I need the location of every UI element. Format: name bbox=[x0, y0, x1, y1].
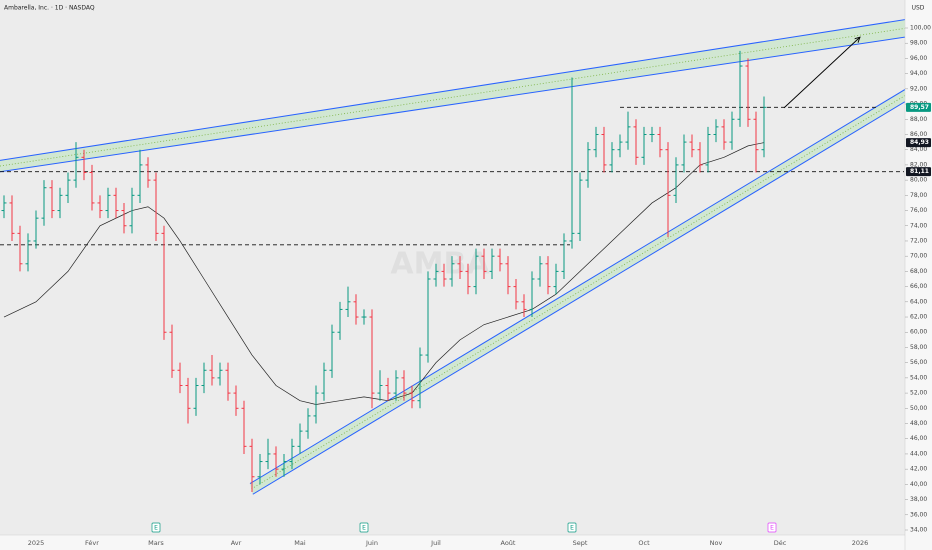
x-tick-label: Juil bbox=[430, 539, 441, 547]
x-tick-label: Août bbox=[501, 539, 516, 547]
y-tick-label: 76,00 bbox=[910, 207, 927, 214]
x-tick-label: 2025 bbox=[28, 539, 45, 547]
channel-fill bbox=[250, 89, 905, 495]
y-tick-label: 42,00 bbox=[910, 466, 927, 473]
y-tick-label: 56,00 bbox=[910, 359, 927, 366]
y-tick-label: 88,00 bbox=[910, 116, 927, 123]
y-tick-label: 50,00 bbox=[910, 405, 927, 412]
plot-area bbox=[0, 19, 905, 495]
x-tick-label: Mai bbox=[294, 539, 306, 547]
event-marker bbox=[567, 522, 577, 533]
price-label-box bbox=[906, 167, 931, 177]
y-tick-label: 86,00 bbox=[910, 131, 927, 138]
channel-fill bbox=[0, 19, 905, 172]
y-tick-label: 98,00 bbox=[910, 40, 927, 47]
y-tick-label: 80,00 bbox=[910, 177, 927, 184]
y-tick-label: 74,00 bbox=[910, 222, 927, 229]
event-label: E bbox=[770, 525, 774, 532]
y-tick-label: 38,00 bbox=[910, 496, 927, 503]
channel-line bbox=[252, 101, 905, 495]
y-tick-label: 46,00 bbox=[910, 435, 927, 442]
moving-average bbox=[3, 142, 765, 405]
y-tick-label: 54,00 bbox=[910, 374, 927, 381]
x-tick-label: 2026 bbox=[852, 539, 869, 547]
y-tick-label: 78,00 bbox=[910, 192, 927, 199]
event-marker bbox=[151, 522, 161, 533]
y-tick-label: 82,00 bbox=[910, 161, 927, 168]
x-tick-label: Avr bbox=[231, 539, 242, 547]
y-tick-label: 72,00 bbox=[910, 237, 927, 244]
event-marker bbox=[359, 522, 369, 533]
x-tick-label: Févr bbox=[85, 539, 99, 547]
x-tick-label: Déc bbox=[774, 539, 787, 547]
channel-line bbox=[0, 19, 905, 161]
x-tick-label: Oct bbox=[638, 539, 650, 547]
channel-center bbox=[251, 95, 905, 490]
channel-center bbox=[0, 27, 905, 167]
y-tick-label: 36,00 bbox=[910, 511, 927, 518]
y-tick-label: 100,00 bbox=[910, 25, 931, 32]
y-tick-label: 34,00 bbox=[910, 527, 927, 534]
y-tick-label: 96,00 bbox=[910, 55, 927, 62]
channel-line bbox=[0, 36, 905, 173]
price-label: 84,93 bbox=[910, 139, 929, 146]
x-tick-label: Mars bbox=[148, 539, 164, 547]
y-tick-label: 58,00 bbox=[910, 344, 927, 351]
time-axis-background bbox=[0, 535, 905, 550]
y-tick-label: 94,00 bbox=[910, 70, 927, 77]
channel-line bbox=[249, 89, 905, 485]
x-tick-label: Sept bbox=[573, 539, 588, 547]
watermark: AMBA bbox=[390, 247, 490, 282]
y-tick-label: 64,00 bbox=[910, 298, 927, 305]
y-tick-label: 48,00 bbox=[910, 420, 927, 427]
currency: USD bbox=[912, 5, 925, 12]
y-tick-label: 60,00 bbox=[910, 329, 927, 336]
price-label: 81,11 bbox=[910, 168, 929, 175]
event-label: E bbox=[154, 525, 158, 532]
y-tick-label: 52,00 bbox=[910, 390, 927, 397]
price-label-box bbox=[906, 138, 931, 148]
chart-title: Ambarella, Inc. · 1D · NASDAQ bbox=[4, 5, 95, 12]
event-marker bbox=[767, 522, 777, 533]
y-tick-label: 68,00 bbox=[910, 268, 927, 275]
event-label: E bbox=[570, 525, 574, 532]
y-tick-label: 92,00 bbox=[910, 85, 927, 92]
arrow bbox=[783, 37, 860, 109]
x-tick-label: Nov bbox=[710, 539, 723, 547]
y-tick-label: 70,00 bbox=[910, 253, 927, 260]
x-tick-label: Juin bbox=[365, 539, 378, 547]
y-tick-label: 62,00 bbox=[910, 314, 927, 321]
y-tick-label: 44,00 bbox=[910, 450, 927, 457]
price-axis-background bbox=[905, 0, 932, 550]
price-label: 89,57 bbox=[910, 104, 929, 111]
y-tick-label: 84,00 bbox=[910, 146, 927, 153]
price-label-box bbox=[906, 102, 931, 112]
event-label: E bbox=[362, 525, 366, 532]
y-tick-label: 40,00 bbox=[910, 481, 927, 488]
y-tick-label: 66,00 bbox=[910, 283, 927, 290]
